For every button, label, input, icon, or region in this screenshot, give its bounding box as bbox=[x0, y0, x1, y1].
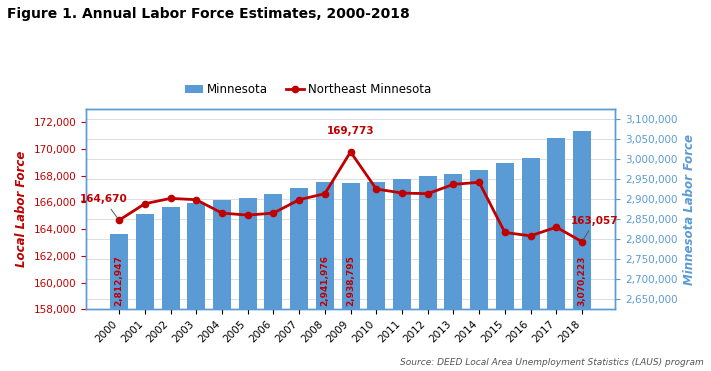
Bar bbox=[110, 234, 128, 371]
Bar bbox=[290, 188, 308, 371]
Bar bbox=[573, 131, 591, 371]
Text: 164,670: 164,670 bbox=[80, 194, 127, 218]
Text: Source: DEED Local Area Unemployment Statistics (LAUS) program: Source: DEED Local Area Unemployment Sta… bbox=[400, 358, 704, 367]
Bar bbox=[136, 213, 154, 371]
Bar bbox=[239, 198, 257, 371]
Bar bbox=[470, 170, 488, 371]
Bar bbox=[161, 207, 179, 371]
Bar bbox=[316, 182, 334, 371]
Y-axis label: Minnesota Labor Force: Minnesota Labor Force bbox=[683, 134, 696, 285]
Bar bbox=[496, 163, 514, 371]
Text: 163,057: 163,057 bbox=[571, 216, 619, 239]
Bar bbox=[419, 176, 437, 371]
Bar bbox=[341, 184, 360, 371]
Text: 2,941,976: 2,941,976 bbox=[321, 255, 329, 306]
Bar bbox=[264, 194, 282, 371]
Bar bbox=[187, 203, 205, 371]
Bar bbox=[368, 182, 385, 371]
Bar bbox=[393, 179, 411, 371]
Bar bbox=[522, 158, 540, 371]
Bar bbox=[547, 138, 565, 371]
Legend: Minnesota, Northeast Minnesota: Minnesota, Northeast Minnesota bbox=[180, 79, 437, 101]
Text: 169,773: 169,773 bbox=[327, 126, 375, 136]
Y-axis label: Local Labor Force: Local Labor Force bbox=[15, 151, 28, 267]
Text: 2,938,795: 2,938,795 bbox=[346, 255, 355, 306]
Text: 2,812,947: 2,812,947 bbox=[114, 255, 124, 306]
Bar bbox=[213, 200, 231, 371]
Text: Figure 1. Annual Labor Force Estimates, 2000-2018: Figure 1. Annual Labor Force Estimates, … bbox=[7, 7, 410, 22]
Text: 3,070,223: 3,070,223 bbox=[577, 256, 587, 306]
Bar bbox=[444, 174, 462, 371]
